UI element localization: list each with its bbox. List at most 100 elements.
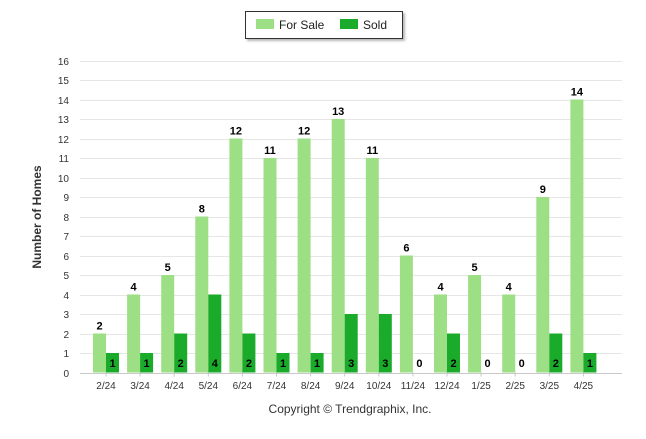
- bar-sold: [174, 333, 188, 373]
- legend-swatch-for-sale: [256, 19, 274, 29]
- y-tick-label: 13: [58, 115, 70, 126]
- x-tick-label: 1/25: [471, 381, 491, 392]
- data-label-for-sale: 9: [540, 184, 546, 196]
- y-tick-label: 16: [58, 57, 70, 68]
- data-label-for-sale: 4: [131, 282, 138, 294]
- x-tick-label: 4/24: [164, 381, 184, 392]
- bar-sold: [447, 333, 460, 373]
- x-tick-label: 10/24: [366, 381, 391, 392]
- data-label-sold: 1: [144, 358, 150, 370]
- bar-sold: [140, 353, 154, 373]
- bar-for-sale: [229, 138, 243, 373]
- bar-for-sale: [365, 158, 379, 373]
- data-label-for-sale: 8: [199, 204, 205, 216]
- data-label-sold: 1: [109, 358, 115, 370]
- bar-sold: [242, 333, 256, 373]
- data-label-sold: 0: [416, 358, 422, 370]
- y-tick-label: 12: [58, 135, 70, 146]
- copyright-text: Copyright © Trendgraphix, Inc.: [269, 402, 432, 416]
- bar-sold: [344, 314, 358, 373]
- legend-swatch-sold: [340, 19, 358, 29]
- data-label-sold: 2: [450, 358, 456, 370]
- bar-for-sale: [161, 275, 175, 373]
- bar-for-sale: [399, 255, 413, 373]
- y-tick-label: 1: [63, 349, 69, 360]
- bar-sold: [378, 314, 392, 373]
- data-label-sold: 1: [587, 358, 593, 370]
- data-label-for-sale: 5: [472, 262, 478, 274]
- bars: [93, 99, 597, 373]
- y-axis-label: Number of Homes: [30, 165, 44, 269]
- bar-for-sale: [297, 138, 311, 373]
- data-label-sold: 0: [485, 358, 491, 370]
- bar-for-sale: [263, 158, 277, 373]
- x-tick-label: 3/24: [130, 381, 150, 392]
- y-tick-label: 9: [63, 193, 69, 204]
- x-tick-label: 6/24: [233, 381, 253, 392]
- bar-for-sale: [127, 294, 141, 373]
- data-label-for-sale: 4: [506, 282, 513, 294]
- data-label-for-sale: 12: [230, 126, 242, 138]
- legend: For Sale Sold: [245, 11, 403, 39]
- data-label-sold: 4: [212, 358, 219, 370]
- data-label-sold: 1: [280, 358, 286, 370]
- y-tick-label: 7: [63, 232, 69, 243]
- y-tick-label: 14: [58, 96, 70, 107]
- data-label-for-sale: 11: [366, 145, 378, 157]
- y-tick-label: 3: [63, 310, 69, 321]
- data-label-sold: 3: [348, 358, 354, 370]
- x-tick-label: 12/24: [434, 381, 459, 392]
- y-tick-label: 5: [63, 271, 69, 282]
- data-label-sold: 2: [553, 358, 559, 370]
- x-tick-label: 7/24: [267, 381, 287, 392]
- bar-sold: [583, 353, 597, 373]
- x-tick-label: 5/24: [199, 381, 219, 392]
- legend-label-for-sale: For Sale: [279, 18, 325, 32]
- x-axis-ticks: 2/24 3/24 4/24 5/24 6/24 7/24 8/24 9/24 10/24 11/…: [96, 372, 594, 392]
- y-tick-label: 15: [58, 76, 70, 87]
- bar-sold: [310, 353, 324, 373]
- bar-for-sale: [434, 294, 447, 373]
- y-tick-label: 0: [63, 369, 69, 380]
- data-label-for-sale: 13: [332, 106, 344, 118]
- data-label-for-sale: 6: [403, 243, 409, 255]
- x-tick-label: 4/25: [574, 381, 594, 392]
- legend-label-sold: Sold: [363, 18, 387, 32]
- bar-for-sale: [331, 119, 345, 373]
- y-tick-label: 8: [63, 213, 69, 224]
- bar-for-sale: [570, 99, 584, 373]
- x-tick-label: 11/24: [401, 381, 426, 392]
- data-label-sold: 2: [178, 358, 184, 370]
- bar-sold: [276, 353, 290, 373]
- data-label-for-sale: 5: [165, 262, 171, 274]
- x-tick-label: 9/24: [335, 381, 355, 392]
- bar-for-sale: [536, 197, 550, 373]
- data-label-sold: 2: [246, 358, 252, 370]
- data-label-for-sale: 14: [571, 87, 584, 99]
- y-tick-label: 6: [63, 252, 69, 263]
- data-label-sold: 1: [314, 358, 320, 370]
- x-tick-label: 2/25: [505, 381, 525, 392]
- data-label-for-sale: 4: [437, 282, 444, 294]
- bar-for-sale: [502, 294, 516, 373]
- bar-sold: [208, 294, 222, 373]
- x-tick-label: 2/24: [96, 381, 116, 392]
- data-label-sold: 3: [382, 358, 388, 370]
- data-label-sold: 0: [519, 358, 525, 370]
- data-label-for-sale: 2: [96, 321, 102, 333]
- y-tick-label: 4: [63, 291, 69, 302]
- data-label-for-sale: 11: [264, 145, 276, 157]
- bar-for-sale: [195, 216, 209, 373]
- y-tick-label: 2: [63, 330, 69, 341]
- bar-sold: [549, 333, 563, 373]
- bar-sold: [106, 353, 119, 373]
- y-tick-label: 10: [58, 174, 70, 185]
- x-tick-label: 8/24: [301, 381, 321, 392]
- y-tick-label: 11: [59, 154, 70, 165]
- bar-for-sale: [93, 333, 106, 373]
- x-tick-label: 3/25: [540, 381, 560, 392]
